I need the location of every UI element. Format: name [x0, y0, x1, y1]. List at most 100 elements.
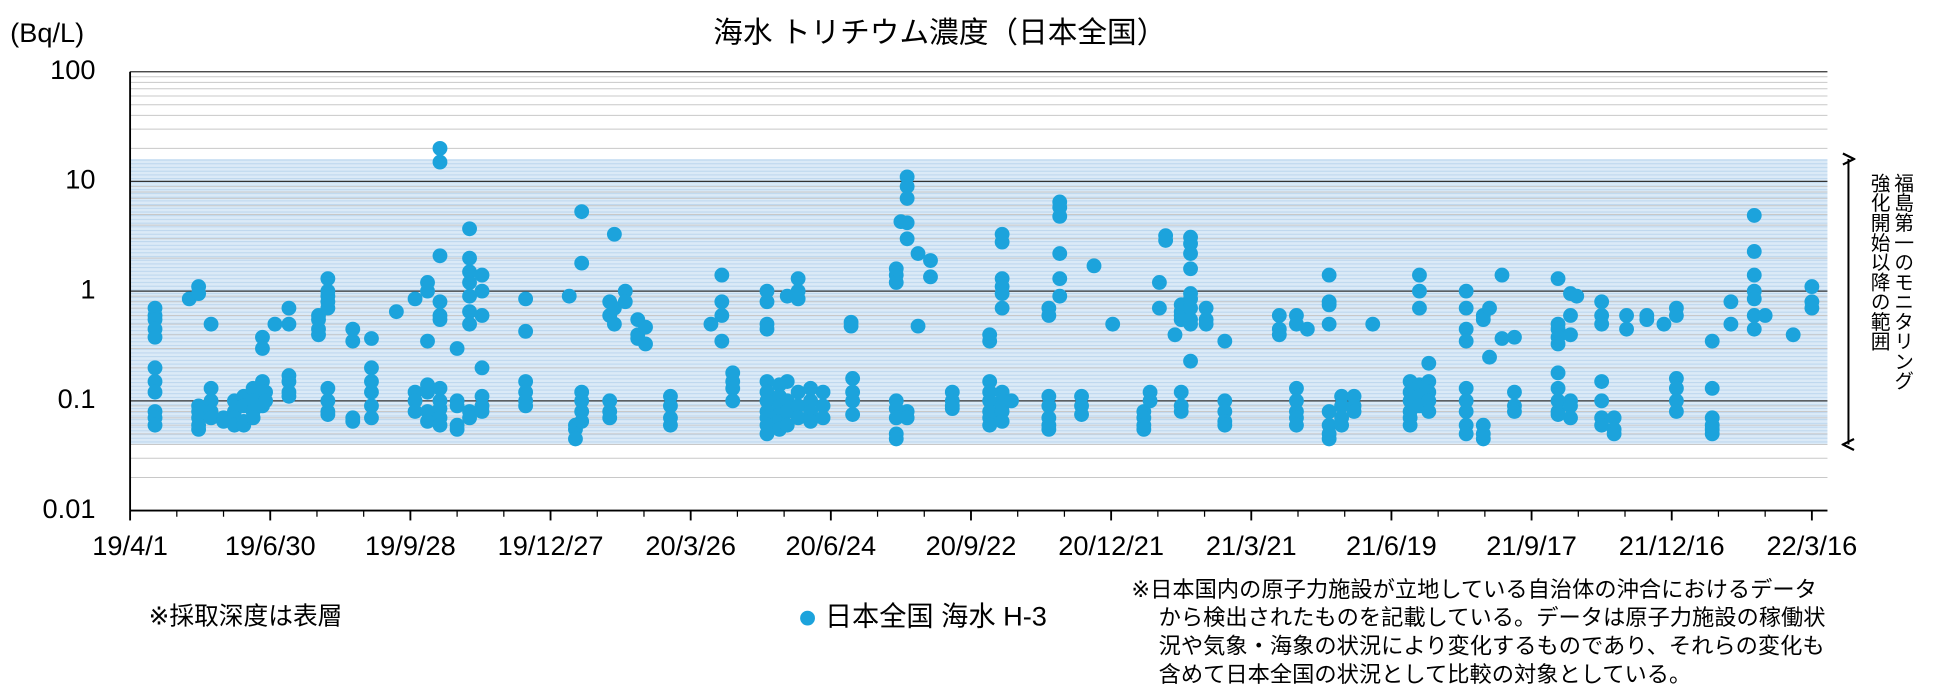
data-point — [1321, 316, 1337, 332]
data-point — [1563, 308, 1578, 323]
data-point — [1507, 404, 1522, 419]
data-point — [1412, 300, 1427, 316]
data-point — [1723, 316, 1739, 332]
data-point — [1289, 380, 1304, 396]
data-point — [1086, 258, 1102, 274]
data-point — [790, 271, 806, 287]
data-point — [1458, 393, 1474, 409]
data-point — [1550, 380, 1566, 396]
data-point — [1183, 353, 1198, 369]
data-point — [1458, 321, 1474, 337]
data-point — [574, 393, 590, 409]
data-point — [147, 329, 163, 345]
legend-marker — [800, 610, 815, 626]
data-point — [1321, 431, 1337, 447]
data-point — [449, 341, 465, 356]
data-point — [147, 384, 163, 400]
data-point — [1421, 404, 1437, 419]
data-point — [725, 380, 741, 396]
data-point — [923, 269, 938, 285]
x-tick-label: 19/6/30 — [225, 530, 316, 561]
data-point — [462, 316, 477, 332]
data-point — [1550, 336, 1566, 352]
data-point — [1052, 208, 1068, 224]
data-point — [1052, 288, 1068, 304]
data-point — [759, 374, 775, 389]
data-point — [462, 288, 477, 304]
data-point — [1594, 374, 1610, 389]
data-point — [474, 267, 490, 283]
data-point — [1746, 207, 1762, 223]
data-point — [1167, 327, 1183, 343]
data-point — [1289, 393, 1304, 409]
data-point — [1507, 384, 1522, 400]
data-point — [1656, 316, 1672, 332]
data-point — [518, 374, 534, 389]
data-point — [602, 393, 618, 409]
data-point — [1606, 426, 1622, 442]
data-point — [1004, 393, 1019, 409]
data-point — [1217, 417, 1233, 433]
data-point — [1052, 271, 1068, 287]
data-point — [345, 321, 361, 337]
data-point — [320, 393, 336, 409]
data-point — [420, 384, 435, 400]
data-point — [1746, 244, 1762, 259]
data-point — [420, 283, 435, 299]
data-point — [1494, 331, 1510, 346]
data-point — [1173, 384, 1189, 400]
data-point — [1074, 407, 1089, 422]
data-point — [1458, 283, 1474, 299]
data-point — [1569, 288, 1585, 304]
data-point — [1321, 404, 1337, 419]
data-point — [606, 300, 622, 316]
data-point — [1412, 267, 1427, 283]
data-point — [1704, 333, 1720, 349]
x-tick-label: 22/3/16 — [1767, 530, 1858, 561]
y-axis-label: (Bq/L) — [10, 17, 84, 48]
data-point — [345, 333, 361, 349]
x-tick-label: 21/6/19 — [1346, 530, 1437, 561]
data-point — [364, 331, 379, 346]
data-point — [281, 388, 297, 404]
data-point — [910, 246, 926, 261]
data-point — [899, 215, 915, 231]
data-point — [1475, 431, 1491, 447]
data-point — [1594, 294, 1610, 310]
data-point — [191, 421, 207, 437]
data-point — [518, 398, 534, 414]
data-point — [432, 248, 448, 264]
data-point — [1550, 407, 1566, 422]
data-point — [843, 318, 859, 334]
data-point — [1142, 393, 1158, 409]
data-point — [994, 286, 1010, 301]
x-tick-label: 20/6/24 — [785, 530, 876, 561]
data-point — [1668, 380, 1684, 396]
data-point — [407, 393, 423, 409]
data-point — [1183, 246, 1198, 261]
y-tick-label: 0.1 — [58, 383, 96, 414]
data-point — [1550, 271, 1566, 287]
data-point — [803, 393, 819, 409]
data-point — [602, 410, 618, 426]
data-point — [462, 275, 477, 290]
y-tick-label: 1 — [80, 273, 95, 304]
data-point — [815, 398, 831, 414]
x-tick-label: 19/4/1 — [92, 530, 168, 561]
data-point — [1619, 308, 1634, 323]
data-point — [432, 312, 448, 328]
data-point — [888, 431, 904, 447]
data-point — [574, 413, 590, 429]
note: から検出されたものを記載している。データは原子力施設の稼働状 — [1159, 605, 1826, 630]
data-point — [725, 393, 741, 409]
y-tick-label: 10 — [65, 164, 95, 195]
data-point — [790, 398, 806, 414]
data-point — [899, 231, 915, 247]
data-point — [1041, 421, 1057, 437]
data-point — [899, 179, 915, 194]
data-point — [606, 226, 622, 242]
data-point — [1723, 294, 1739, 310]
data-point — [1151, 300, 1167, 316]
